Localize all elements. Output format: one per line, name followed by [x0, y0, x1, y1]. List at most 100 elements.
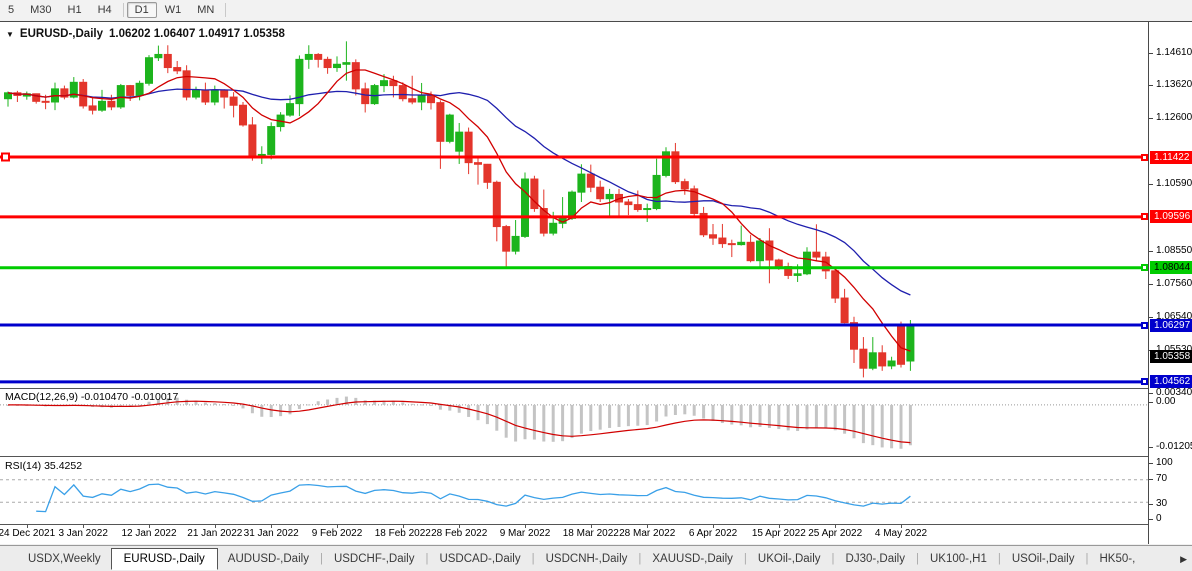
candle-body	[586, 173, 595, 188]
macd-bar	[382, 400, 386, 405]
candle-body	[671, 151, 680, 183]
timeframe-button-h1[interactable]: H1	[67, 4, 82, 16]
macd-bar	[645, 404, 649, 426]
date-tick	[459, 524, 461, 528]
tab-audusd-daily[interactable]: AUDUSD-,Daily	[227, 552, 309, 565]
candle-body	[398, 85, 407, 100]
macd-bar	[260, 404, 264, 417]
timeframe-button-h4[interactable]: H4	[97, 4, 112, 16]
price-axis[interactable]: 1.14610 1.13620 1.12600 1.10590 1.08550 1.075…	[1141, 22, 1192, 544]
tab-scroll-right-icon[interactable]: ▶	[1180, 554, 1187, 564]
tab-divider: |	[831, 552, 835, 565]
timeframe-button-mn[interactable]: MN	[197, 4, 215, 16]
date-tick	[337, 524, 338, 528]
candle-body	[850, 322, 858, 350]
pane-divider[interactable]	[0, 456, 1192, 457]
price-badge: 1.06297	[1141, 318, 1192, 332]
line-anchor-handle[interactable]	[1141, 377, 1148, 385]
line-anchor-handle[interactable]	[1141, 263, 1148, 271]
candle-body	[596, 186, 605, 200]
tab-uk100-h1[interactable]: UK100-,H1	[929, 552, 987, 565]
date-label: 28 Feb 2022	[431, 528, 488, 539]
line-anchor-handle[interactable]	[1, 152, 10, 162]
tab-xauusd-daily[interactable]: XAUUSD-,Daily	[652, 552, 733, 565]
tab-usdcad-daily[interactable]: USDCAD-,Daily	[439, 552, 521, 565]
candle-body	[116, 85, 125, 108]
candle-body	[41, 100, 50, 103]
candle-body	[163, 53, 172, 69]
price-badge: 1.09596	[1141, 209, 1192, 223]
tab-usdx-weekly[interactable]: USDX,Weekly	[28, 552, 101, 565]
macd-bar	[401, 402, 405, 405]
candle-body	[549, 222, 558, 234]
tab-usdcnh-daily[interactable]: USDCNH-,Daily	[545, 552, 628, 565]
chart-tabbar: USDX,Weekly EURUSD-,Daily AUDUSD-,Daily | US…	[0, 545, 1192, 571]
macd-bar	[429, 404, 433, 406]
line-anchor-handle[interactable]	[1141, 321, 1148, 329]
tab-dj30-daily[interactable]: DJ30-,Daily	[845, 552, 905, 565]
tab-divider: |	[425, 552, 429, 565]
tab-divider: |	[997, 552, 1001, 565]
indicator-tick-mark	[1149, 447, 1153, 448]
date-tick	[83, 524, 85, 528]
macd-bar	[457, 404, 461, 413]
pane-divider	[0, 524, 1192, 525]
date-tick	[778, 524, 780, 528]
macd-canvas[interactable]	[0, 389, 1148, 456]
macd-bar	[636, 404, 640, 426]
price-badge: 1.04562	[1141, 374, 1192, 388]
candle-body	[295, 58, 304, 105]
pane-divider[interactable]	[0, 388, 1192, 389]
macd-bar	[354, 397, 358, 405]
candle-body	[511, 235, 520, 252]
candle-body	[314, 53, 323, 60]
price-tick-label: 1.08550	[1156, 245, 1192, 256]
macd-bar	[297, 404, 301, 410]
candle-body	[464, 131, 473, 164]
candle-body	[32, 93, 41, 102]
line-anchor-handle[interactable]	[1141, 212, 1148, 220]
timeframe-button-m30[interactable]: M30	[30, 4, 52, 16]
tab-usdchf-daily[interactable]: USDCHF-,Daily	[333, 552, 415, 565]
rsi-line	[36, 483, 911, 513]
timeframe-button-5[interactable]: 5	[8, 4, 15, 16]
timeframe-button-d1[interactable]: D1	[126, 2, 157, 18]
line-anchor-handle[interactable]	[1141, 153, 1148, 161]
chart-window: ▼ EURUSD-,Daily 1.06202 1.06407 1.04917 …	[0, 21, 1192, 544]
tab-usoil-daily[interactable]: USOil-,Daily	[1011, 552, 1075, 565]
macd-bar	[438, 404, 442, 410]
timeframe-toolbar: 5 M30 H1 H4 D1 W1 MN	[0, 0, 1192, 20]
candle-body	[107, 100, 116, 108]
macd-bar	[420, 404, 424, 406]
date-label: 4 May 2022	[874, 528, 928, 539]
price-tick-mark	[1149, 317, 1153, 318]
candle-body	[774, 259, 783, 268]
candle-body	[201, 90, 210, 103]
macd-bar	[683, 404, 687, 415]
candle-body	[680, 181, 689, 190]
macd-bar	[702, 404, 706, 419]
tab-hk50[interactable]: HK50-,	[1099, 552, 1136, 565]
tab-eurusd-daily[interactable]: EURUSD-,Daily	[110, 547, 218, 570]
date-label: 9 Mar 2022	[499, 528, 551, 539]
ma-fast-line[interactable]	[7, 69, 911, 352]
macd-bar	[664, 404, 668, 417]
date-tick	[647, 524, 649, 528]
macd-bar	[871, 404, 875, 446]
candle-body	[154, 53, 163, 59]
macd-bar	[589, 404, 593, 432]
candle-body	[539, 208, 548, 234]
tab-divider: |	[531, 552, 535, 565]
candle-body	[624, 201, 633, 206]
price-chart-canvas[interactable]	[0, 23, 1148, 388]
ma-slow-line[interactable]	[7, 88, 911, 296]
rsi-canvas[interactable]	[0, 457, 1148, 524]
collapse-icon[interactable]: ▼	[6, 29, 14, 39]
timeframe-button-w1[interactable]: W1	[164, 4, 182, 16]
candle-body	[351, 62, 360, 90]
tab-ukoil-daily[interactable]: UKOil-,Daily	[757, 552, 821, 565]
candle-body	[906, 324, 915, 362]
candle-body	[427, 94, 435, 104]
rsi-label: RSI(14) 35.4252	[5, 460, 83, 472]
date-tick	[271, 524, 273, 528]
